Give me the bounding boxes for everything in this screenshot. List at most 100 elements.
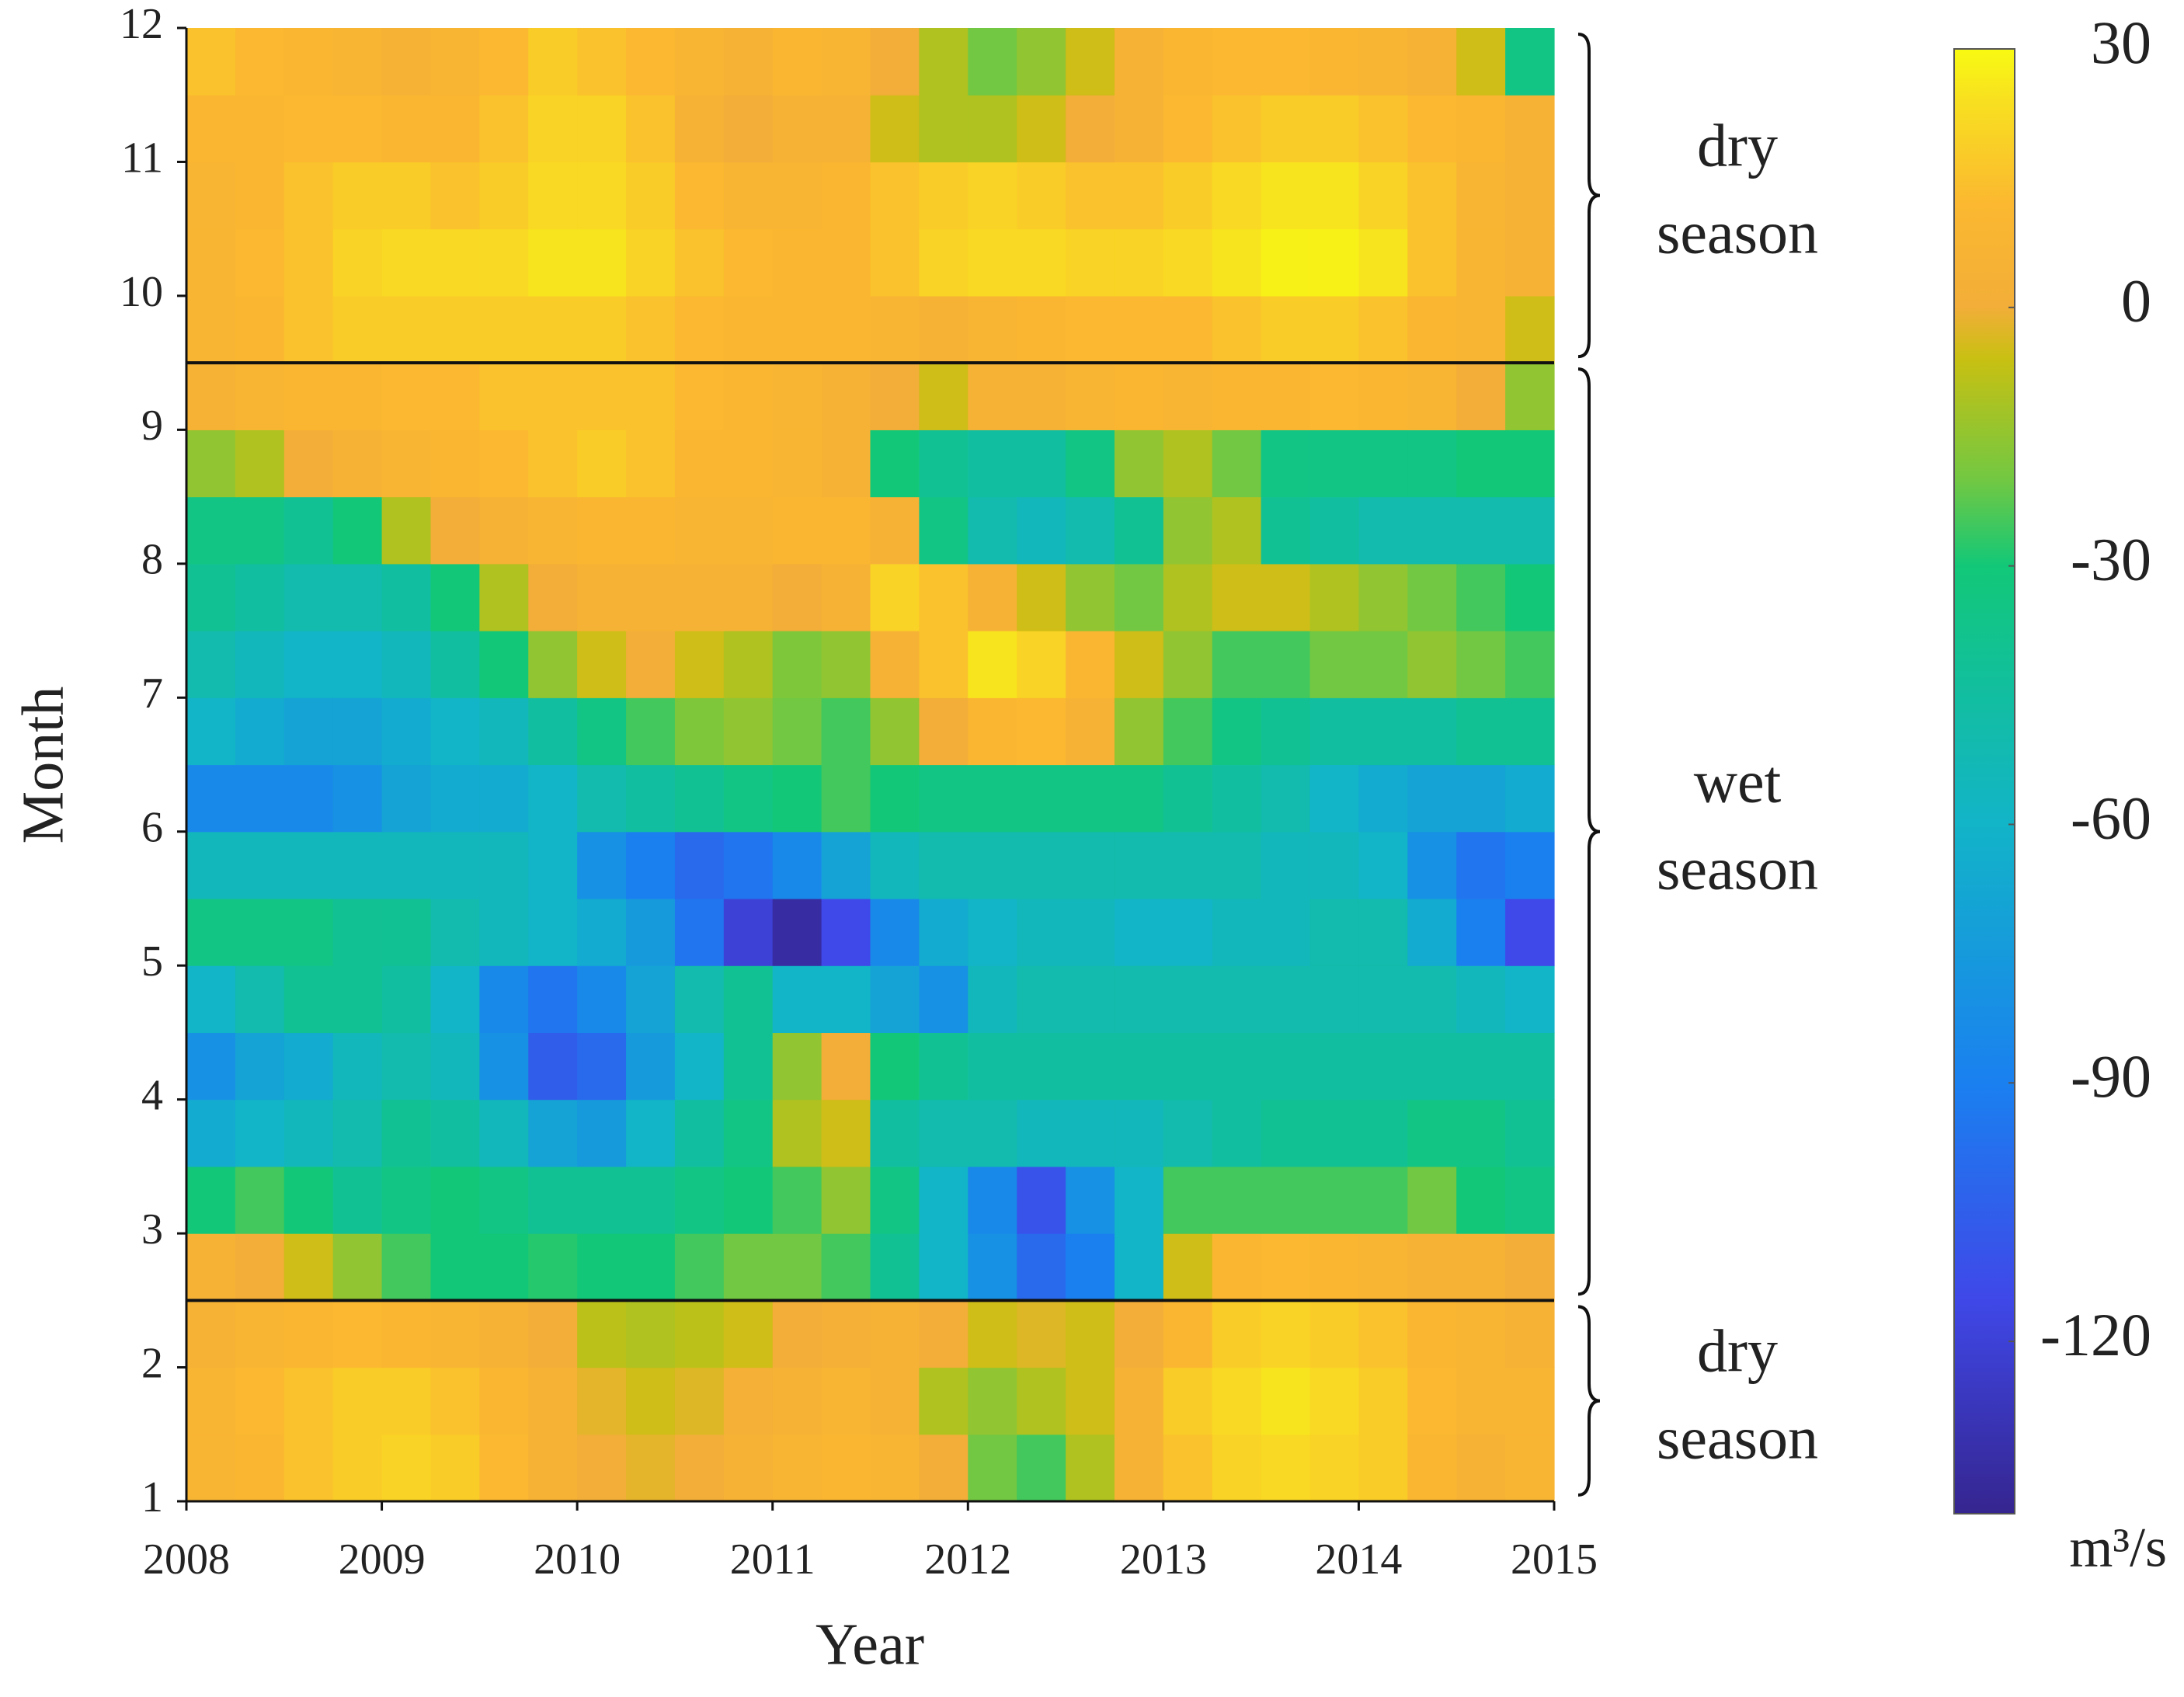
y-tick-label: 2 [141,1339,163,1387]
heatmap-cell [381,563,432,631]
heatmap-cell [381,429,432,498]
heatmap-cell [1407,898,1457,966]
heatmap-cell [968,1434,1017,1502]
heatmap-cell [1456,898,1506,966]
heatmap-cell [1114,831,1164,899]
heatmap-cell [1407,429,1457,498]
heatmap-cell [430,563,480,631]
heatmap-cell [381,1233,432,1301]
y-tick-label: 12 [120,0,163,48]
heatmap-cell [1212,898,1262,966]
y-tick-label: 3 [141,1205,163,1254]
heatmap-cell [1309,429,1360,498]
heatmap-cell [1212,496,1262,565]
heatmap-cell [479,764,529,833]
heatmap-cell [1261,764,1311,833]
heatmap-cell [479,1300,529,1368]
heatmap-cell [626,295,676,363]
heatmap-cell [1505,496,1555,565]
heatmap-cell [1309,162,1360,230]
heatmap-cell [1309,831,1360,899]
heatmap-cell [577,965,627,1034]
heatmap-cell [479,1166,529,1234]
heatmap-cell [1114,363,1164,430]
heatmap-cell [1505,1032,1555,1101]
heatmap-cell [821,162,871,230]
annotation-text: season [1657,835,1818,902]
heatmap-cell [186,1434,236,1502]
heatmap-cell [821,295,871,363]
heatmap-cell [723,1032,774,1101]
heatmap-cell [1309,631,1360,698]
heatmap-cell [1261,1367,1311,1435]
heatmap-cell [332,1099,383,1167]
heatmap-cell [577,697,627,766]
heatmap-cell [528,831,578,899]
heatmap-cell [186,95,236,163]
heatmap-cell [283,1233,334,1301]
heatmap-cell [381,95,432,163]
heatmap-cell [1212,295,1262,363]
heatmap-cell [381,764,432,833]
heatmap-cell [430,1233,480,1301]
heatmap-cell [626,496,676,565]
heatmap-cell [1212,831,1262,899]
heatmap-cell [186,1032,236,1101]
heatmap-cell [626,898,676,966]
x-tick-label: 2008 [143,1535,230,1584]
heatmap-cell [528,764,578,833]
heatmap-cell [772,363,822,430]
heatmap-cell [1212,631,1262,698]
heatmap-cell [1261,1166,1311,1234]
heatmap-cell [430,28,480,96]
heatmap-cell [235,95,285,163]
heatmap-cell [332,95,383,163]
heatmap-cell [1066,631,1115,698]
heatmap-cell [968,1367,1017,1435]
heatmap-cell [821,563,871,631]
heatmap-cell [1114,898,1164,966]
heatmap-cell [870,1367,920,1435]
heatmap-cell [186,429,236,498]
heatmap-cell [1017,965,1066,1034]
heatmap-cell [283,1434,334,1502]
heatmap-cell [821,631,871,698]
heatmap-cell [1163,1166,1213,1234]
heatmap-cell [577,1032,627,1101]
heatmap-cell [283,764,334,833]
heatmap-cell [1358,1300,1408,1368]
heatmap-cell [870,965,920,1034]
heatmap-cell [723,95,774,163]
heatmap-cell [1456,764,1506,833]
heatmap-cell [1407,1367,1457,1435]
heatmap-cell [577,631,627,698]
y-tick-label: 8 [141,536,163,584]
heatmap-cell [1505,28,1555,96]
heatmap-cell [283,363,334,430]
heatmap-cell [1358,563,1408,631]
colorbar-tick-label: -30 [2071,526,2151,593]
heatmap-cell [381,1434,432,1502]
heatmap-cell [1212,363,1262,430]
heatmap-cell [674,28,725,96]
heatmap-cell [1261,228,1311,297]
heatmap-cell [968,898,1017,966]
heatmap-cell [821,95,871,163]
heatmap-cell [1505,162,1555,230]
colorbar-tick-label: 30 [2091,9,2151,76]
heatmap-cell [381,898,432,966]
heatmap-cell [235,162,285,230]
heatmap-cell [674,1434,725,1502]
heatmap-cell [1066,1166,1115,1234]
heatmap-cell [1358,1367,1408,1435]
heatmap-cell [528,363,578,430]
heatmap-cell [1456,1367,1506,1435]
heatmap-cell [283,1099,334,1167]
heatmap-cell [430,95,480,163]
heatmap-cell [235,1434,285,1502]
y-tick-label: 10 [120,268,163,316]
heatmap-cell [1358,363,1408,430]
heatmap-cell [577,429,627,498]
heatmap-cell [186,831,236,899]
heatmap-cell [186,1166,236,1234]
